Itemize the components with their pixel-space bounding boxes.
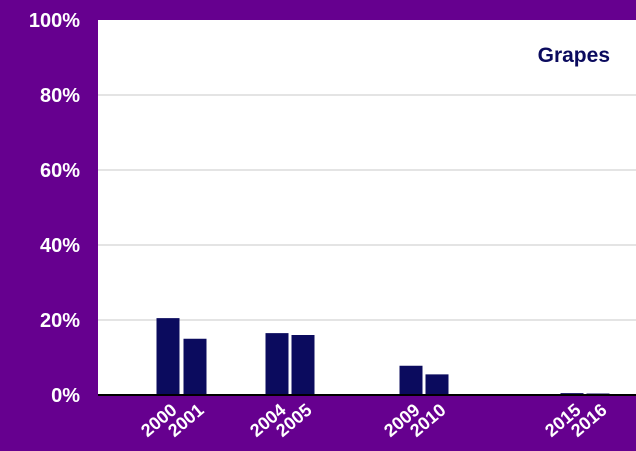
- y-axis-ticks: 0% 20% 40% 60% 80% 100%: [29, 10, 80, 407]
- bar-2000: [156, 318, 180, 395]
- y-tick-label: 80%: [40, 85, 80, 107]
- y-tick-label: 20%: [40, 310, 80, 332]
- bar-2004: [265, 333, 289, 395]
- y-tick-label: 60%: [40, 160, 80, 182]
- y-tick-label: 0%: [51, 385, 80, 407]
- y-tick-label: 100%: [29, 10, 80, 32]
- bars: [156, 318, 610, 395]
- y-tick-label: 40%: [40, 235, 80, 257]
- bar-2001: [183, 338, 207, 395]
- bar-2009: [399, 365, 423, 395]
- gridlines: [98, 94, 636, 321]
- bar-2005: [291, 335, 315, 395]
- chart-title: Grapes: [538, 44, 610, 67]
- plot-area: [98, 20, 636, 395]
- bar-2010: [425, 374, 449, 395]
